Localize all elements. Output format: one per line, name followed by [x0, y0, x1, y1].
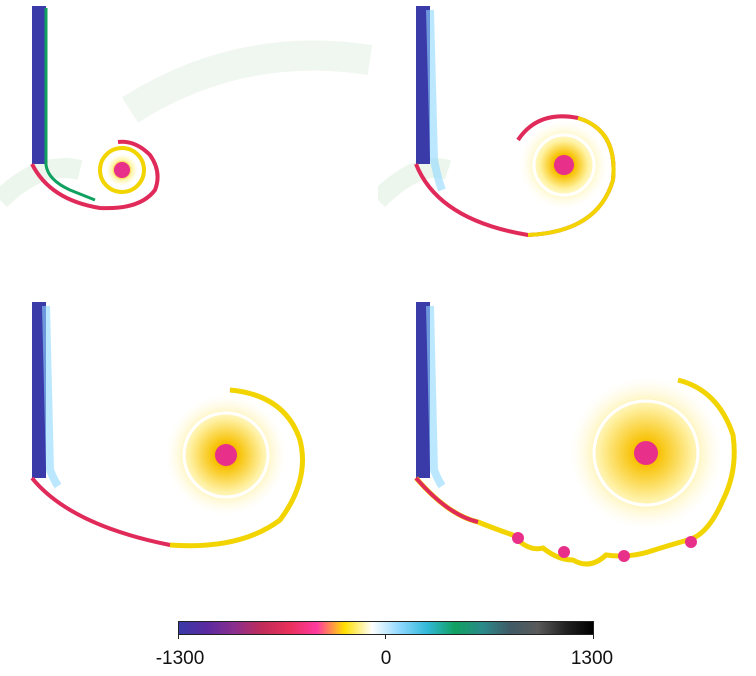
plate	[416, 6, 430, 164]
colorbar-max-label: 1300	[570, 648, 614, 669]
colorbar-gradient	[178, 621, 594, 635]
vortex	[98, 146, 146, 194]
vorticity-panel-3	[0, 290, 378, 590]
colorbar-tick-mid	[385, 635, 386, 639]
colorbar-mid-label: 0	[380, 648, 392, 669]
plate	[32, 302, 46, 478]
colorbar-tick-min	[178, 635, 179, 639]
plate	[416, 302, 430, 478]
vorticity-panel-1	[0, 0, 378, 290]
colorbar-tick-max	[593, 635, 594, 639]
vorticity-panel-2	[378, 0, 756, 290]
colorbar-min-label: -1300	[155, 648, 205, 669]
colorbar	[178, 621, 594, 639]
plate	[32, 6, 46, 164]
vorticity-panel-4	[378, 290, 756, 590]
